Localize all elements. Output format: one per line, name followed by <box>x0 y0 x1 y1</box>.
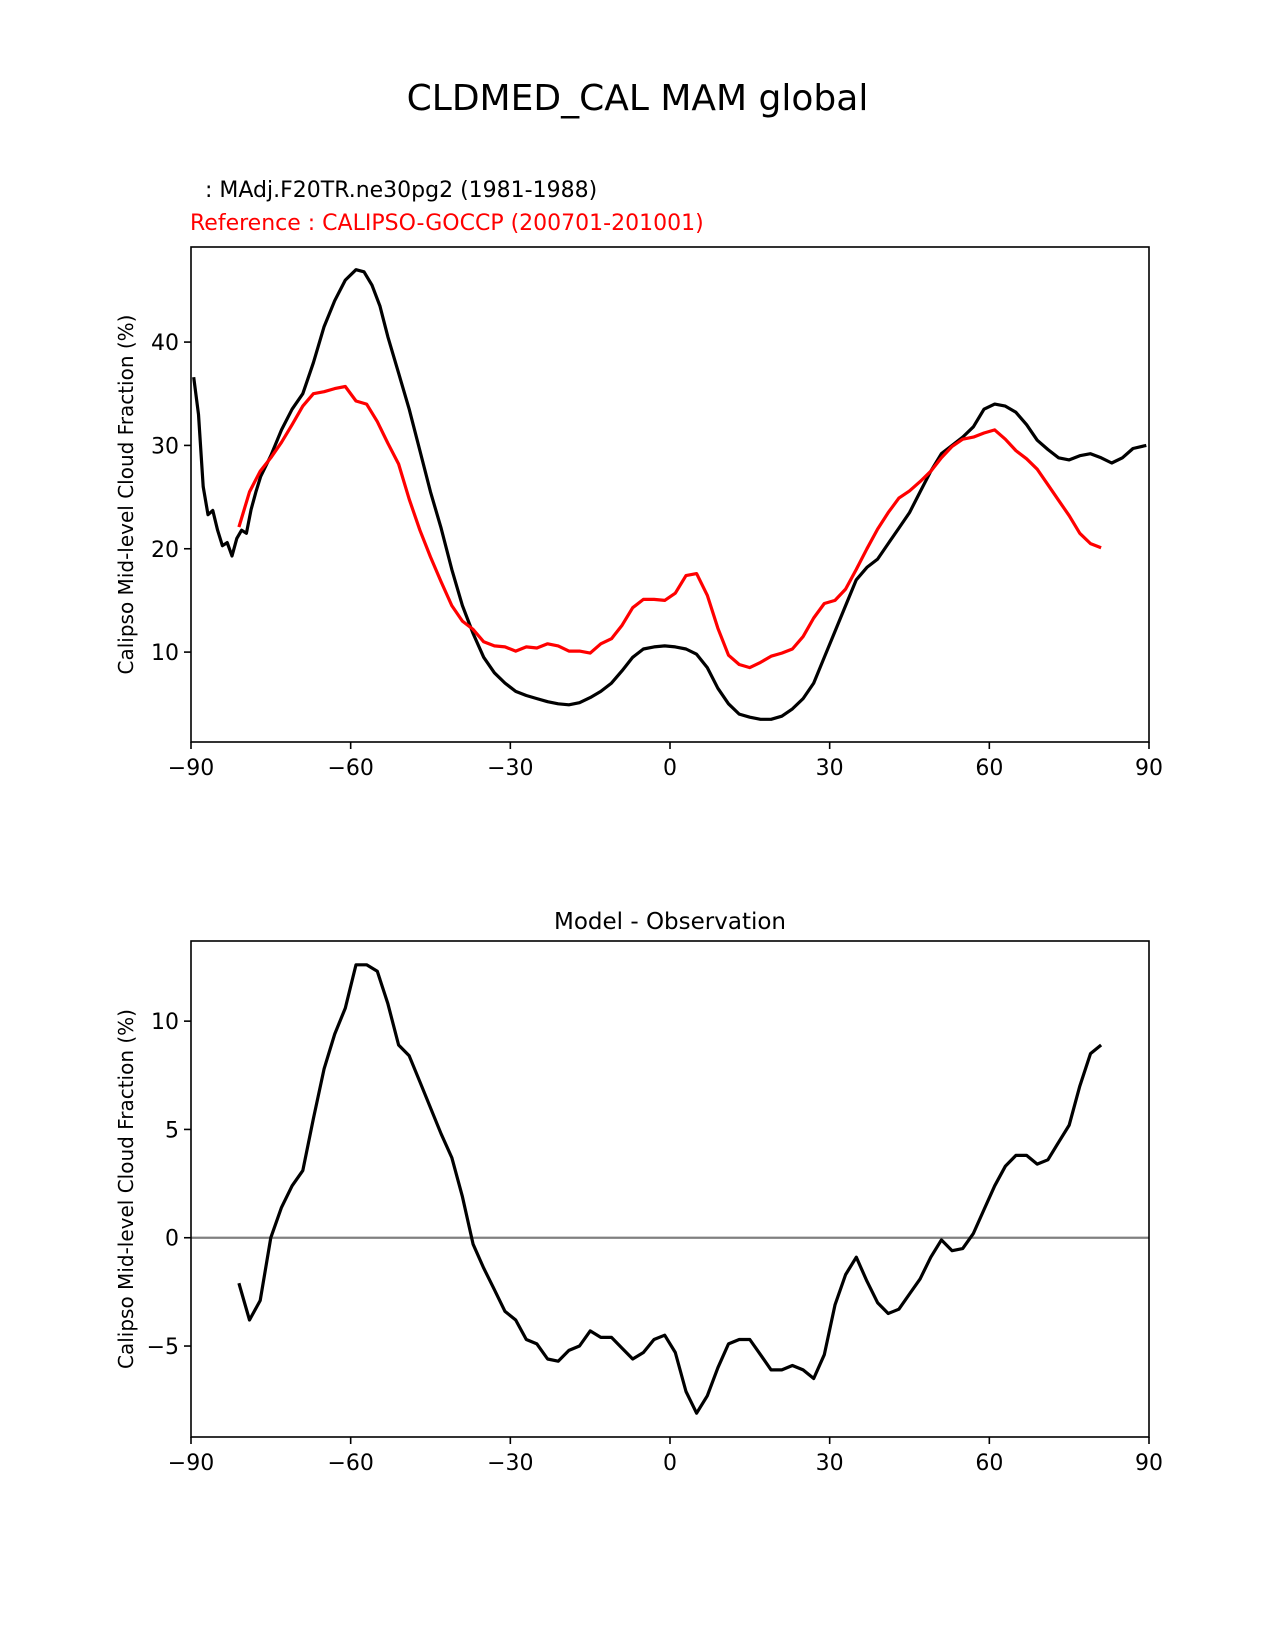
suptitle: CLDMED_CAL MAM global <box>407 78 869 119</box>
x-tick-label: 60 <box>975 1451 1003 1476</box>
y-tick-label: 10 <box>151 1010 179 1035</box>
x-tick-label: 60 <box>975 756 1003 781</box>
y-axis-label: Calipso Mid-level Cloud Fraction (%) <box>114 1009 138 1369</box>
x-tick-label: −60 <box>327 1451 373 1476</box>
series-line-model-observation <box>237 963 1103 1415</box>
y-tick-label: 10 <box>151 641 179 666</box>
x-tick-label: −90 <box>168 1451 214 1476</box>
difference-panel: −90 −60 −30 0 30 60 90 −5 0 5 10 Calipso Mid-level … <box>114 909 1163 1476</box>
x-tick-label: −30 <box>487 756 533 781</box>
reference-label: Reference : CALIPSO-GOCCP (200701-201001… <box>190 211 704 236</box>
x-tick-label: −90 <box>168 756 214 781</box>
series-line-madj-f20tr-ne30pg2-1981-1988 <box>192 268 1147 721</box>
panel-title: Model - Observation <box>554 909 786 935</box>
y-axis-label: Calipso Mid-level Cloud Fraction (%) <box>114 315 138 675</box>
y-tick-label: 5 <box>165 1118 179 1143</box>
y-tick-label: 0 <box>165 1227 179 1252</box>
x-tick-label: 0 <box>663 1451 677 1476</box>
x-tick-label: 90 <box>1135 756 1163 781</box>
y-tick-label: 20 <box>151 538 179 563</box>
x-tick-label: 30 <box>816 1451 844 1476</box>
x-tick-label: 0 <box>663 756 677 781</box>
y-tick-label: 40 <box>151 331 179 356</box>
x-tick-label: 30 <box>816 756 844 781</box>
x-tick-label: −60 <box>327 756 373 781</box>
series-line-calipso-goccp-200701-201001 <box>237 384 1102 670</box>
y-tick-label: 30 <box>151 434 179 459</box>
test-case-label: : MAdj.F20TR.ne30pg2 (1981-1988) <box>205 178 597 203</box>
top-panel: −90 −60 −30 0 30 60 90 10 20 30 40 Calipso Mid-leve… <box>114 246 1163 781</box>
x-tick-label: 90 <box>1135 1451 1163 1476</box>
y-tick-label: −5 <box>147 1335 179 1360</box>
x-tick-label: −30 <box>487 1451 533 1476</box>
